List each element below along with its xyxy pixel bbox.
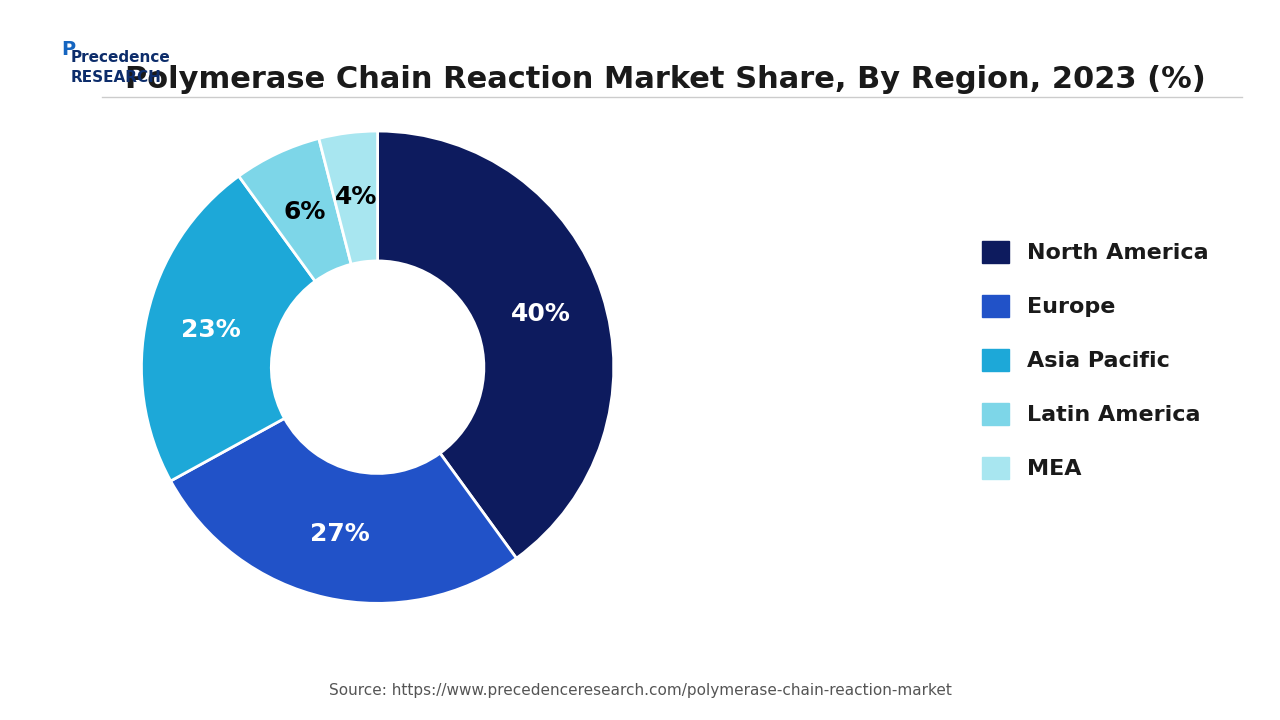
- Text: Source: https://www.precedenceresearch.com/polymerase-chain-reaction-market: Source: https://www.precedenceresearch.c…: [329, 683, 951, 698]
- Text: 6%: 6%: [283, 200, 326, 224]
- Legend: North America, Europe, Asia Pacific, Latin America, MEA: North America, Europe, Asia Pacific, Lat…: [960, 218, 1230, 502]
- Wedge shape: [142, 176, 315, 481]
- Text: 40%: 40%: [511, 302, 571, 326]
- Text: P: P: [61, 40, 76, 58]
- Wedge shape: [170, 418, 516, 603]
- Wedge shape: [319, 131, 378, 264]
- Text: Polymerase Chain Reaction Market Share, By Region, 2023 (%): Polymerase Chain Reaction Market Share, …: [125, 65, 1206, 94]
- Wedge shape: [239, 138, 351, 282]
- Wedge shape: [378, 131, 613, 558]
- Text: 23%: 23%: [180, 318, 241, 342]
- Text: 27%: 27%: [310, 522, 370, 546]
- Text: 4%: 4%: [335, 185, 378, 210]
- Text: Precedence
RESEARCH: Precedence RESEARCH: [70, 50, 170, 85]
